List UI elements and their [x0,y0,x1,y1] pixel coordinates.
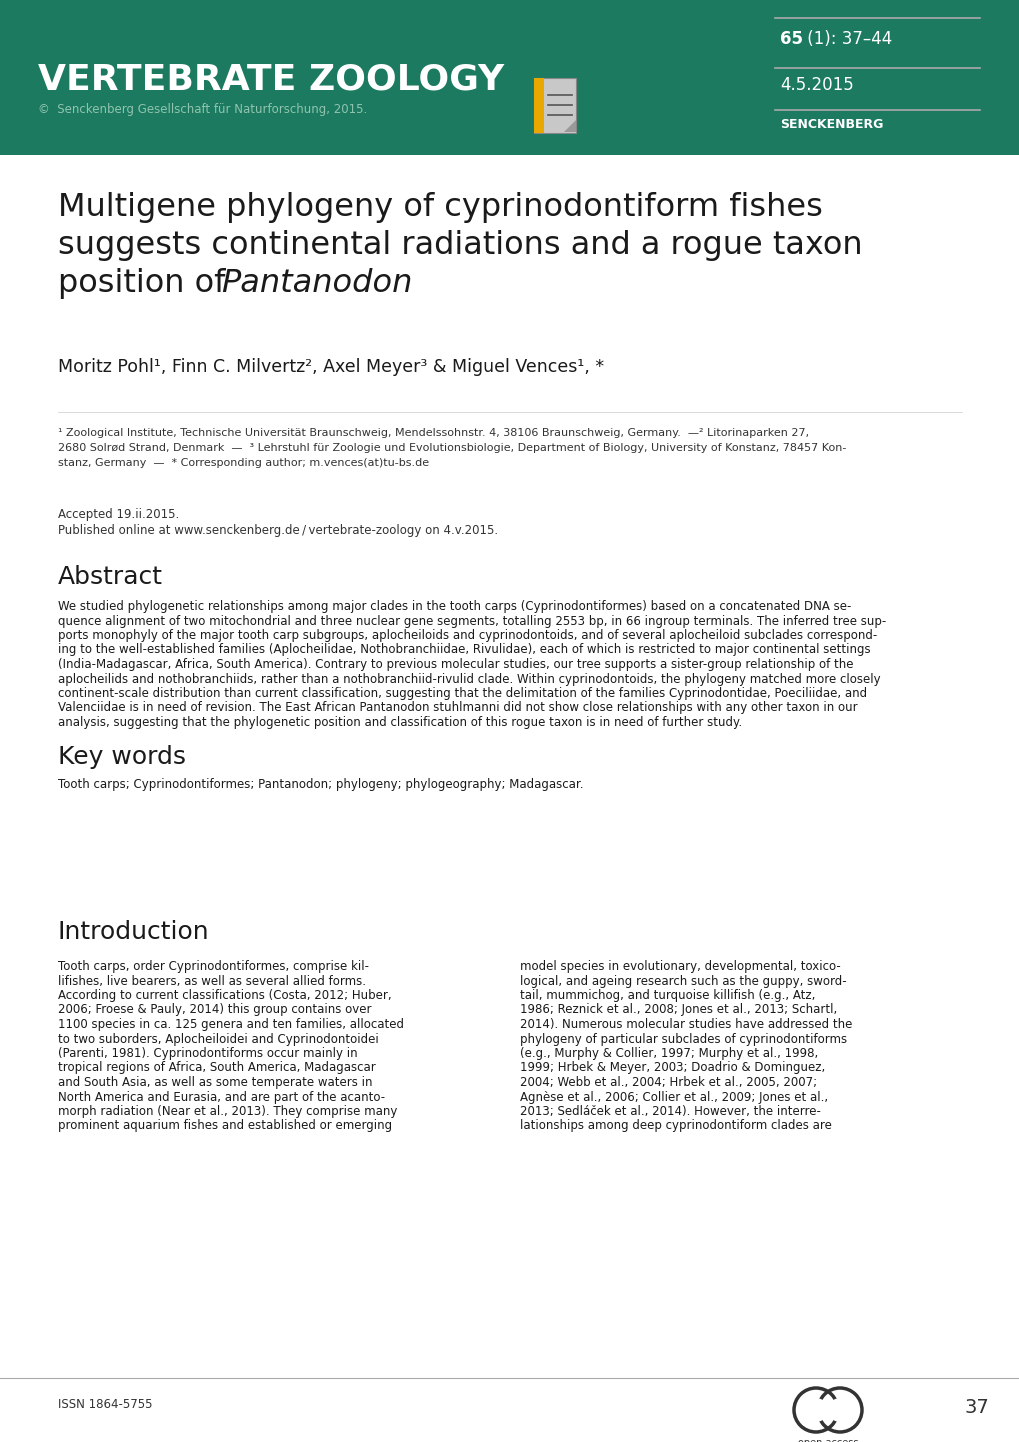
Text: (1): 37–44: (1): 37–44 [801,30,892,48]
Circle shape [803,1397,827,1422]
Text: (e.g., Murphy & Collier, 1997; Murphy et al., 1998,: (e.g., Murphy & Collier, 1997; Murphy et… [520,1047,817,1060]
Text: VERTEBRATE ZOOLOGY: VERTEBRATE ZOOLOGY [38,62,503,97]
Text: suggests continental radiations and a rogue taxon: suggests continental radiations and a ro… [58,231,862,261]
Text: phylogeny of particular subclades of cyprinodontiforms: phylogeny of particular subclades of cyp… [520,1032,847,1045]
Bar [0,0,1019,154]
Text: 2006; Froese & Pauly, 2014) this group contains over: 2006; Froese & Pauly, 2014) this group c… [58,1004,371,1017]
Text: 4.5.2015: 4.5.2015 [780,76,853,94]
Text: 2680 Solrød Strand, Denmark  —  ³ Lehrstuhl für Zoologie und Evolutionsbiologie,: 2680 Solrød Strand, Denmark — ³ Lehrstuh… [58,443,846,453]
Text: Tooth carps; Cyprinodontiformes; Pantanodon; phylogeny; phylogeography; Madagasc: Tooth carps; Cyprinodontiformes; Pantano… [58,779,583,792]
Text: 1100 species in ca. 125 genera and ten families, allocated: 1100 species in ca. 125 genera and ten f… [58,1018,404,1031]
Text: SENCKENBERG: SENCKENBERG [780,118,882,131]
Text: model species in evolutionary, developmental, toxico-: model species in evolutionary, developme… [520,960,840,973]
Text: Published online at www.senckenberg.de / vertebrate-zoology on 4.v.2015.: Published online at www.senckenberg.de /… [58,523,497,536]
Polygon shape [564,120,576,133]
Text: Abstract: Abstract [58,565,163,588]
Text: and South Asia, as well as some temperate waters in: and South Asia, as well as some temperat… [58,1076,372,1089]
Bar [534,78,543,133]
Text: North America and Eurasia, and are part of the acanto-: North America and Eurasia, and are part … [58,1090,385,1103]
Text: Tooth carps, order Cyprinodontiformes, comprise kil-: Tooth carps, order Cyprinodontiformes, c… [58,960,369,973]
Text: stanz, Germany  —  * Corresponding author; m.vences(at)tu-bs.de: stanz, Germany — * Corresponding author;… [58,459,429,469]
Text: Key words: Key words [58,746,185,769]
Text: analysis, suggesting that the phylogenetic position and classification of this r: analysis, suggesting that the phylogenet… [58,717,742,730]
Text: ing to the well-established families (Aplocheilidae, Nothobranchiidae, Rivulidae: ing to the well-established families (Ap… [58,643,870,656]
Text: open access: open access [797,1438,857,1442]
Text: lationships among deep cyprinodontiform clades are: lationships among deep cyprinodontiform … [520,1119,832,1132]
Text: quence alignment of two mitochondrial and three nuclear gene segments, totalling: quence alignment of two mitochondrial an… [58,614,886,627]
Text: (India-Madagascar, Africa, South America). Contrary to previous molecular studie: (India-Madagascar, Africa, South America… [58,658,853,671]
Text: 2004; Webb et al., 2004; Hrbek et al., 2005, 2007;: 2004; Webb et al., 2004; Hrbek et al., 2… [520,1076,816,1089]
Text: tail, mummichog, and turquoise killifish (e.g., Atz,: tail, mummichog, and turquoise killifish… [520,989,814,1002]
Text: According to current classifications (Costa, 2012; Huber,: According to current classifications (Co… [58,989,391,1002]
Text: 1999; Hrbek & Meyer, 2003; Doadrio & Dominguez,: 1999; Hrbek & Meyer, 2003; Doadrio & Dom… [520,1061,824,1074]
Text: tropical regions of Africa, South America, Madagascar: tropical regions of Africa, South Americ… [58,1061,375,1074]
Text: (Parenti, 1981). Cyprinodontiforms occur mainly in: (Parenti, 1981). Cyprinodontiforms occur… [58,1047,358,1060]
Text: prominent aquarium fishes and established or emerging: prominent aquarium fishes and establishe… [58,1119,391,1132]
Text: 65: 65 [780,30,802,48]
Text: Valenciidae is in need of revision. The East African Pantanodon stuhlmanni did n: Valenciidae is in need of revision. The … [58,701,857,714]
Text: morph radiation (Near et al., 2013). They comprise many: morph radiation (Near et al., 2013). The… [58,1105,397,1118]
Text: Agnèse et al., 2006; Collier et al., 2009; Jones et al.,: Agnèse et al., 2006; Collier et al., 200… [520,1090,827,1103]
Text: We studied phylogenetic relationships among major clades in the tooth carps (Cyp: We studied phylogenetic relationships am… [58,600,851,613]
Text: ports monophyly of the major tooth carp subgroups, aplocheiloids and cyprinodont: ports monophyly of the major tooth carp … [58,629,876,642]
Text: lifishes, live bearers, as well as several allied forms.: lifishes, live bearers, as well as sever… [58,975,366,988]
Text: ¹ Zoological Institute, Technische Universität Braunschweig, Mendelssohnstr. 4, : ¹ Zoological Institute, Technische Unive… [58,428,808,438]
Text: Moritz Pohl¹, Finn C. Milvertz², Axel Meyer³ & Miguel Vences¹, *: Moritz Pohl¹, Finn C. Milvertz², Axel Me… [58,358,603,376]
Text: 1986; Reznick et al., 2008; Jones et al., 2013; Schartl,: 1986; Reznick et al., 2008; Jones et al.… [520,1004,837,1017]
Bar [534,78,576,133]
Circle shape [827,1397,851,1422]
Text: Pantanodon: Pantanodon [221,268,412,298]
Text: ©  Senckenberg Gesellschaft für Naturforschung, 2015.: © Senckenberg Gesellschaft für Naturfors… [38,102,367,115]
Text: Accepted 19.ii.2015.: Accepted 19.ii.2015. [58,508,179,521]
Text: Multigene phylogeny of cyprinodontiform fishes: Multigene phylogeny of cyprinodontiform … [58,192,822,224]
Text: aplocheilids and nothobranchiids, rather than a nothobranchiid-rivulid clade. Wi: aplocheilids and nothobranchiids, rather… [58,672,879,685]
Text: 37: 37 [964,1397,988,1417]
Text: 2013; Sedláček et al., 2014). However, the interre-: 2013; Sedláček et al., 2014). However, t… [520,1105,820,1118]
Text: logical, and ageing research such as the guppy, sword-: logical, and ageing research such as the… [520,975,846,988]
Text: position of: position of [58,268,235,298]
Text: continent-scale distribution than current classification, suggesting that the de: continent-scale distribution than curren… [58,686,866,699]
Text: Introduction: Introduction [58,920,210,945]
Text: 2014). Numerous molecular studies have addressed the: 2014). Numerous molecular studies have a… [520,1018,852,1031]
Text: ISSN 1864-5755: ISSN 1864-5755 [58,1397,153,1412]
Text: to two suborders, Aplocheiloidei and Cyprinodontoidei: to two suborders, Aplocheiloidei and Cyp… [58,1032,378,1045]
